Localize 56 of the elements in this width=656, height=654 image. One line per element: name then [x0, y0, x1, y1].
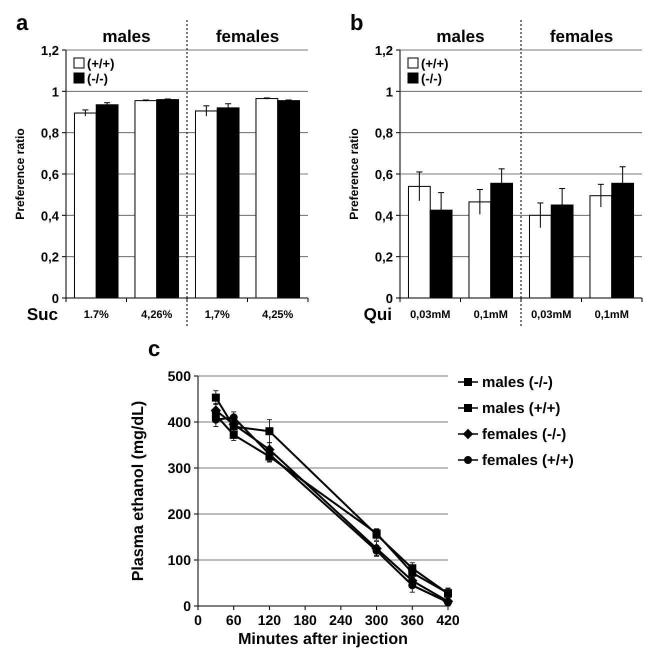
x-tick-label: 60 — [226, 612, 242, 628]
x-tick-label: 180 — [293, 612, 318, 628]
legend-label: (+/+) — [421, 56, 448, 71]
text: females — [216, 27, 280, 46]
y-axis-title: Preference ratio — [347, 128, 361, 220]
y-tick-label: 0,6 — [374, 167, 393, 182]
x-tick-label: 120 — [258, 612, 282, 628]
y-tick-label: 0,4 — [374, 208, 394, 224]
x-tick-label: 0 — [194, 612, 202, 628]
y-tick-label: 400 — [168, 414, 192, 430]
text: males — [436, 27, 485, 46]
y-tick-label: 100 — [168, 552, 192, 568]
y-tick-label: 1 — [52, 84, 59, 100]
text: males — [102, 27, 151, 46]
y-tick-label: 0,2 — [374, 250, 393, 265]
x-tick-label: 0,1mM — [474, 309, 508, 321]
legend-label: males (+/+) — [482, 400, 560, 417]
x-tick-label: 420 — [436, 612, 460, 628]
y-tick-label: 0 — [52, 291, 59, 306]
y-tick-label: 500 — [168, 368, 192, 384]
x-tick-label: 0,03mM — [410, 309, 450, 321]
x-axis-title: Qui — [364, 305, 392, 324]
x-tick-label: 4,25% — [262, 309, 294, 321]
x-tick-label: 4,26% — [141, 309, 173, 321]
y-tick-label: 200 — [168, 506, 192, 522]
y-tick-label: 1,2 — [40, 43, 59, 58]
x-tick-label: 360 — [400, 612, 424, 628]
x-tick-label: 0,1mM — [594, 309, 629, 321]
y-tick-label: 0,6 — [40, 167, 59, 182]
legend-label: females (-/-) — [482, 426, 566, 443]
legend-label: (-/-) — [421, 71, 442, 86]
y-axis-title: Preference ratio — [13, 128, 27, 220]
y-axis-title: Plasma ethanol (mg/dL) — [130, 400, 147, 582]
y-tick-label: 1,2 — [374, 43, 393, 58]
y-tick-label: 0,8 — [40, 126, 59, 141]
legend-label: males (-/-) — [482, 374, 553, 391]
chart-title: c — [148, 336, 160, 361]
y-tick-label: 0,4 — [40, 208, 60, 224]
x-tick-label: 240 — [329, 612, 353, 628]
legend-label: (+/+) — [87, 56, 114, 71]
x-tick-label: 1.7% — [84, 309, 109, 321]
legend-label: (-/-) — [87, 71, 108, 86]
y-tick-label: 0 — [386, 291, 393, 306]
y-tick-label: 300 — [168, 460, 192, 476]
y-tick-label: 0,2 — [40, 250, 59, 265]
x-axis-title: Suc — [26, 305, 58, 324]
y-tick-label: 0,8 — [374, 126, 393, 141]
text: females — [550, 27, 614, 46]
legend-label: females (+/+) — [482, 452, 574, 469]
y-tick-label: 1 — [386, 84, 393, 100]
x-tick-label: 1,7% — [204, 309, 230, 321]
x-tick-label: 0,03mM — [531, 309, 572, 321]
x-axis-title: Minutes after injection — [238, 631, 408, 648]
y-tick-label: 0 — [183, 598, 192, 614]
chart-title: a — [16, 10, 29, 35]
chart-title: b — [350, 10, 364, 35]
